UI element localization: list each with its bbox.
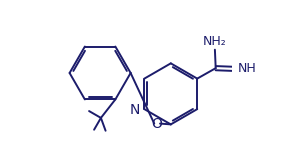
Text: O: O [152, 117, 163, 131]
Text: NH: NH [237, 63, 256, 75]
Text: N: N [130, 103, 140, 117]
Text: NH₂: NH₂ [203, 35, 227, 48]
